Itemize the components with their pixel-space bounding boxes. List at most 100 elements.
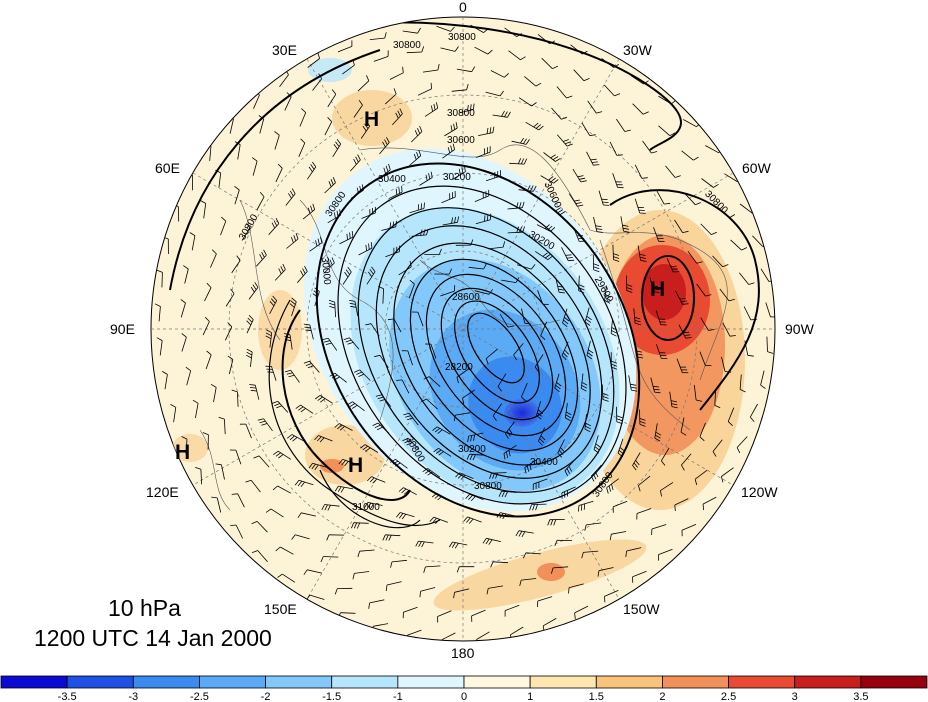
wind-barb-feather bbox=[506, 451, 509, 458]
wind-barb bbox=[744, 340, 749, 356]
wind-barb bbox=[541, 57, 553, 69]
wind-barb-feather bbox=[358, 99, 363, 106]
wind-barb-feather bbox=[297, 512, 302, 519]
colorbar-tick-label: -3 bbox=[128, 691, 138, 702]
wind-barb bbox=[237, 144, 241, 160]
wind-barb-feather bbox=[377, 285, 384, 290]
wind-barb-feather bbox=[557, 285, 564, 288]
wind-barb-feather bbox=[291, 188, 296, 194]
wind-barb-feather bbox=[421, 46, 425, 53]
wind-barb bbox=[342, 459, 357, 465]
wind-barb-feather bbox=[660, 460, 666, 466]
wind-barb-feather bbox=[538, 125, 544, 131]
wind-barb bbox=[373, 623, 389, 627]
wind-barb-feather bbox=[538, 440, 543, 446]
wind-barb-feather bbox=[535, 82, 542, 87]
wind-barb-feather bbox=[545, 254, 551, 259]
wind-barb bbox=[301, 512, 316, 517]
wind-barb bbox=[386, 581, 402, 586]
wind-barb bbox=[475, 219, 491, 225]
wind-barb bbox=[613, 500, 628, 508]
wind-barb bbox=[291, 301, 297, 317]
wind-barb-feather bbox=[368, 602, 370, 609]
wind-barb-feather bbox=[484, 215, 486, 222]
wind-barb bbox=[299, 112, 307, 127]
colorbar-tick-label: -1.5 bbox=[322, 691, 341, 702]
wind-barb bbox=[687, 250, 698, 264]
contour-label: 30800 bbox=[447, 108, 475, 119]
wind-barb-feather bbox=[434, 427, 440, 433]
wind-barb-feather bbox=[314, 287, 320, 292]
wind-barb bbox=[401, 379, 410, 394]
wind-barb bbox=[509, 162, 525, 165]
wind-barb-feather bbox=[337, 486, 342, 492]
wind-barb-feather bbox=[681, 464, 685, 471]
wind-barb-feather bbox=[417, 27, 421, 34]
wind-barb bbox=[684, 193, 696, 205]
wind-barb-feather bbox=[456, 377, 459, 384]
wind-barb-feather bbox=[365, 120, 371, 127]
wind-barb bbox=[508, 50, 521, 61]
wind-barb bbox=[468, 432, 484, 437]
wind-barb bbox=[323, 556, 339, 558]
wind-barb-feather bbox=[305, 363, 312, 366]
wind-barb-feather bbox=[556, 381, 562, 387]
wind-barb-feather bbox=[343, 337, 350, 341]
wind-barb bbox=[436, 426, 451, 435]
wind-barb-feather bbox=[611, 330, 617, 334]
wind-barb-feather bbox=[574, 199, 580, 202]
wind-barb-feather bbox=[388, 163, 391, 170]
wind-barb-feather bbox=[246, 348, 253, 353]
wind-barb bbox=[422, 69, 438, 73]
wind-barb bbox=[504, 27, 517, 38]
wind-barb-feather bbox=[521, 531, 526, 538]
wind-barb bbox=[366, 271, 376, 285]
wind-barb bbox=[259, 118, 265, 134]
wind-barb-feather bbox=[504, 111, 508, 117]
wind-barb-feather bbox=[324, 504, 328, 511]
wind-barb-feather bbox=[382, 534, 386, 541]
wind-barb-feather bbox=[313, 290, 319, 295]
wind-barb bbox=[609, 141, 618, 156]
wind-barb bbox=[632, 103, 644, 115]
wind-barb-feather bbox=[652, 385, 660, 388]
wind-barb-feather bbox=[429, 516, 435, 522]
wind-barb-feather bbox=[365, 244, 367, 251]
wind-barb-feather bbox=[402, 66, 404, 73]
wind-barb bbox=[533, 478, 548, 485]
wind-barb-feather bbox=[436, 102, 439, 109]
wind-barb-feather bbox=[639, 424, 646, 427]
wind-barb-feather bbox=[403, 412, 410, 416]
wind-barb-feather bbox=[497, 386, 502, 392]
wind-barb-feather bbox=[488, 289, 493, 295]
wind-barb bbox=[543, 152, 556, 162]
wind-barb-feather bbox=[522, 552, 527, 559]
wind-barb bbox=[554, 373, 560, 389]
wind-barb bbox=[340, 612, 356, 614]
wind-barb bbox=[424, 107, 438, 117]
wind-barb-feather bbox=[671, 99, 677, 105]
colorbar-tick-label: -2.5 bbox=[190, 691, 209, 702]
wind-barb-feather bbox=[250, 389, 257, 392]
wind-barb-feather bbox=[561, 355, 567, 360]
wind-barb-feather bbox=[315, 240, 318, 247]
wind-barb-feather bbox=[372, 478, 378, 484]
wind-barb bbox=[676, 358, 683, 373]
wind-barb bbox=[562, 308, 568, 324]
colorbar-tick-label: -2 bbox=[261, 691, 271, 702]
wind-barb-feather bbox=[608, 485, 612, 492]
wind-barb-feather bbox=[577, 204, 584, 207]
wind-barb-feather bbox=[312, 293, 318, 298]
wind-barb bbox=[300, 404, 314, 414]
wind-barb-feather bbox=[261, 423, 268, 426]
wind-barb-feather bbox=[259, 192, 265, 198]
wind-barb-feather bbox=[254, 282, 259, 288]
wind-barb-feather bbox=[346, 233, 348, 240]
wind-barb bbox=[581, 122, 591, 136]
wind-barb bbox=[634, 164, 643, 179]
wind-barb-feather bbox=[614, 93, 621, 97]
lon-label-30w: 30W bbox=[623, 42, 653, 58]
wind-barb bbox=[556, 86, 567, 99]
wind-barb bbox=[616, 118, 626, 132]
wind-barb bbox=[543, 618, 557, 627]
